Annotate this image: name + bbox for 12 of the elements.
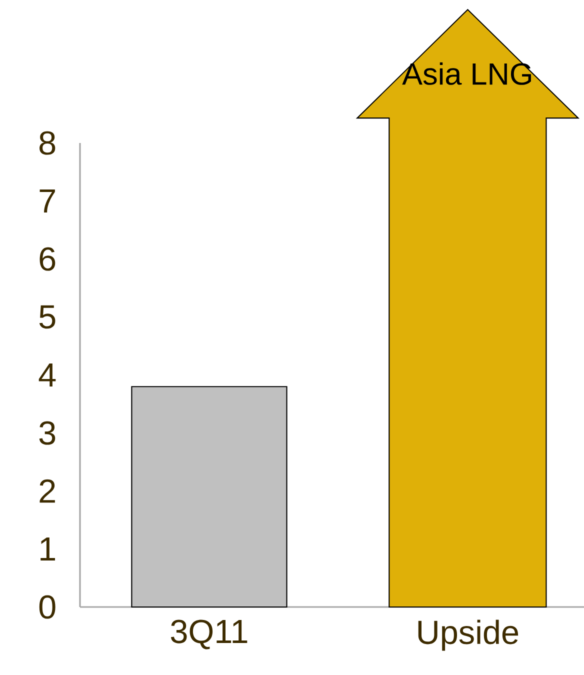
y-tick-label: 8: [40, 131, 56, 155]
y-tick-label: 1: [40, 538, 55, 560]
y-tick-label: 0: [39, 595, 56, 619]
x-tick-label: 3Q11: [170, 620, 248, 650]
y-tick-label: 3: [39, 421, 56, 445]
y-tick-label: 4: [38, 364, 56, 386]
x-tick-label: Upside: [418, 620, 518, 651]
text: Asia LNG: [402, 62, 531, 85]
y-tick-label: 2: [40, 479, 55, 503]
y-tick-label: 6: [40, 247, 56, 271]
y-tick-label: 5: [39, 305, 56, 329]
y-tick-label: 7: [40, 190, 55, 212]
